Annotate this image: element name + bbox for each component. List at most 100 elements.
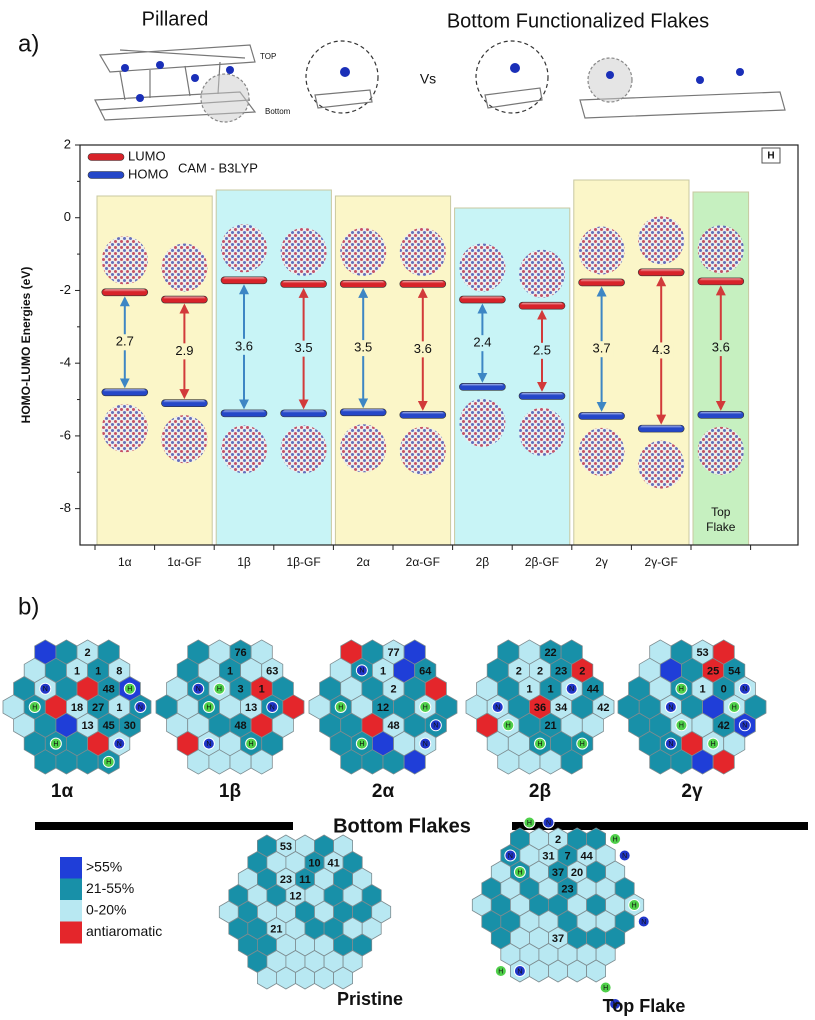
hydrogen (494, 965, 507, 977)
nitrogen (609, 998, 622, 1010)
atom-label: N (495, 704, 500, 711)
orbital-homo (697, 426, 744, 475)
orbital-lumo (101, 236, 148, 285)
level-shine (342, 409, 385, 415)
ring-value: 12 (289, 890, 301, 902)
atom-label: N (433, 723, 438, 730)
ring-value: 45 (103, 720, 115, 732)
level-shine (521, 302, 563, 308)
atom-label: N (508, 853, 513, 860)
atom-label: H (732, 704, 737, 711)
ring-value: 44 (580, 850, 593, 862)
level-shine (282, 410, 325, 416)
legend-label: HOMO (128, 166, 168, 181)
atom-label: N (270, 704, 275, 711)
nitrogen (618, 849, 631, 862)
hydrogen (675, 682, 688, 695)
atom-label: H (711, 741, 716, 748)
corner-box (761, 147, 781, 164)
x-tick-label: 1α-GF (167, 555, 201, 569)
level-shine (699, 278, 742, 284)
atom-label: H (249, 741, 254, 748)
ring-value: 1 (116, 702, 122, 714)
gap-label-bg (708, 340, 733, 357)
atom-label: N (43, 686, 48, 693)
ring-value: 7 (564, 850, 570, 862)
ring-value: 1 (74, 665, 80, 677)
level-shine (401, 280, 444, 286)
x-tick-label: 2β-GF (525, 555, 559, 569)
ring-value: 42 (597, 702, 609, 714)
section-caption: Bottom Flakes (333, 815, 471, 837)
flake-name: Pristine (337, 989, 403, 1009)
ring-value: 1 (259, 684, 265, 696)
ring-value: 2 (516, 665, 522, 677)
level-shine (640, 425, 683, 431)
hydrogen (419, 701, 432, 713)
hydrogen (102, 755, 115, 768)
energy-chart: -8 -6 -4 -2 0 2 HOMO-LUMO Energies (eV) 1α 1α-GF… (19, 136, 799, 569)
panel-label: a) (18, 30, 39, 57)
gap-label-bg (649, 342, 674, 359)
gap-label: 3.6 (235, 338, 253, 353)
orbital-homo (280, 425, 327, 474)
gap-label-bg (291, 340, 316, 357)
hydrogen (49, 737, 62, 750)
hydrogen (609, 833, 622, 845)
orbital-homo (161, 415, 208, 464)
atom-label: H (53, 741, 58, 748)
gap-label: 2.9 (175, 343, 193, 358)
plot-frame (79, 144, 799, 546)
nitrogen (664, 737, 677, 750)
y-tick-label: -2 (59, 282, 71, 297)
ring-value: 2 (391, 684, 397, 696)
atom-label: H (32, 704, 37, 711)
orbital-homo (221, 425, 267, 474)
nitrogen (513, 965, 526, 977)
gap-label-bg (172, 343, 197, 360)
atom-label: H (498, 968, 503, 975)
atom-label: H (106, 759, 111, 766)
atom-label: N (423, 741, 428, 748)
gap-label-bg (232, 338, 256, 355)
ring-value: 44 (587, 684, 600, 696)
orbital-homo (399, 426, 446, 475)
level-shine (640, 269, 683, 275)
atom-label: H (338, 704, 343, 711)
x-tick-label: 1α (118, 555, 132, 569)
ring-value: 2 (85, 647, 91, 659)
flake-name: 2β (529, 781, 551, 802)
hydrogen (523, 816, 536, 829)
gap-label: 3.5 (354, 340, 372, 355)
ring-value: 1 (380, 665, 386, 677)
panel-title: Bottom Functionalized Flakes (447, 10, 709, 32)
ring-value: 25 (707, 665, 719, 677)
atom-label: H (537, 741, 542, 748)
ring (560, 749, 583, 775)
panel-label: b) (18, 593, 39, 620)
hydrogen (675, 719, 688, 732)
y-axis-label: HOMO-LUMO Energies (eV) (19, 267, 33, 424)
ring-value: 8 (116, 665, 122, 677)
gap-label-bg (410, 341, 435, 358)
ring-value: 36 (534, 702, 546, 714)
hydrogen (123, 682, 136, 695)
ring-value: 34 (555, 702, 568, 714)
orbital-lumo (578, 226, 625, 275)
panel-title: Pillared (142, 8, 209, 30)
level-shine (342, 280, 385, 286)
y-tick-label: -8 (59, 500, 71, 515)
nitrogen-sketch (121, 61, 744, 102)
atom-label: N (569, 686, 574, 693)
gap-label: 2.4 (473, 335, 491, 350)
top-flake-label: Top (711, 505, 731, 519)
ring-value: 21 (544, 720, 556, 732)
level-shine (282, 280, 325, 286)
ring-value: 23 (561, 883, 573, 895)
gap-label-bg (589, 341, 614, 358)
atom-label: H (506, 723, 511, 730)
atom-label: H (517, 869, 522, 876)
